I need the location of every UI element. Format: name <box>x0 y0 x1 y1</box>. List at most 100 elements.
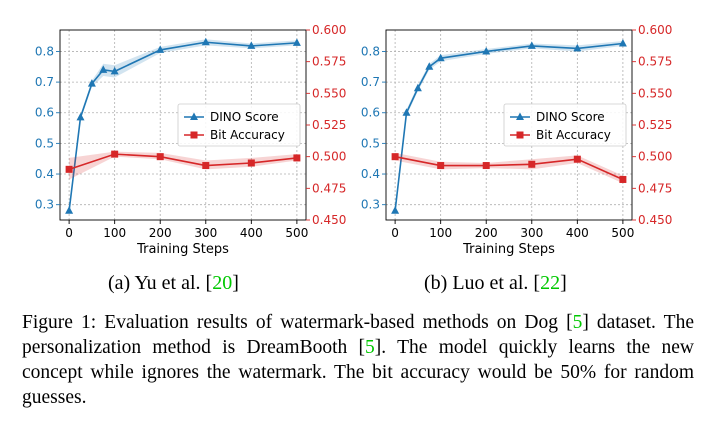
y-right-tick-label: 0.475 <box>638 181 672 195</box>
bit-accuracy-point <box>156 153 164 161</box>
dino-score-point <box>413 83 422 92</box>
x-tick-label: 400 <box>240 226 263 240</box>
bit-accuracy-band <box>69 151 297 180</box>
dino-score-point <box>436 53 445 62</box>
bit-accuracy-point <box>528 160 536 168</box>
bit-accuracy-point <box>202 162 210 170</box>
caption-text-1: Figure 1: Evaluation results of watermar… <box>22 312 567 333</box>
y-left-tick-label: 0.5 <box>35 136 54 150</box>
y-right-tick-label: 0.500 <box>638 150 672 164</box>
x-tick-label: 0 <box>391 226 399 240</box>
bit-accuracy-point <box>111 150 119 158</box>
y-left-tick-label: 0.4 <box>35 167 54 181</box>
legend-bit-accuracy-marker <box>516 131 524 139</box>
x-axis-label: Training Steps <box>136 242 229 257</box>
x-tick-label: 100 <box>429 226 452 240</box>
dino-score-point <box>201 37 210 46</box>
y-left-tick-label: 0.6 <box>35 106 54 120</box>
x-tick-label: 100 <box>103 226 126 240</box>
x-tick-label: 200 <box>149 226 172 240</box>
subcaption-b-close: ] <box>560 272 567 294</box>
y-right-tick-label: 0.475 <box>312 181 346 195</box>
dino-score-point <box>482 46 491 55</box>
legend-dino-score-label: DINO Score <box>536 110 605 124</box>
dino-score-point <box>76 112 85 121</box>
dino-score-point <box>402 108 411 116</box>
legend-box <box>177 103 301 147</box>
dino-score-point <box>99 65 108 73</box>
x-tick-label: 200 <box>475 226 498 240</box>
bit-accuracy-point <box>247 159 255 167</box>
y-right-tick-label: 0.525 <box>638 118 672 132</box>
y-right-tick-label: 0.575 <box>638 55 672 69</box>
bit-accuracy-point <box>65 165 73 173</box>
subcaption-a-ref[interactable]: 20 <box>212 272 233 294</box>
dino-score-point <box>87 79 96 87</box>
y-right-tick-label: 0.525 <box>312 118 346 132</box>
x-tick-label: 400 <box>566 226 589 240</box>
bit-accuracy-line <box>68 153 297 171</box>
dino-score-point <box>573 43 582 52</box>
dino-score-point <box>425 62 434 70</box>
caption-ref-1[interactable]: 5 <box>572 312 583 333</box>
subcaption-a: (a) Yu et al. [20] <box>108 272 239 295</box>
x-tick-label: 500 <box>611 226 634 240</box>
y-right-tick-label: 0.600 <box>638 23 672 37</box>
dino-score-point <box>391 206 400 214</box>
x-tick-label: 300 <box>194 226 217 240</box>
subcaption-b: (b) Luo et al. [22] <box>424 272 567 295</box>
caption-ref-2[interactable]: 5 <box>365 337 375 358</box>
subcaption-b-ref[interactable]: 22 <box>540 272 561 294</box>
dino-score-point <box>110 66 119 75</box>
y-left-tick-label: 0.3 <box>35 198 54 212</box>
dino-score-point <box>65 206 74 214</box>
y-right-tick-label: 0.450 <box>638 213 672 227</box>
y-left-tick-label: 0.7 <box>361 75 380 89</box>
x-tick-label: 500 <box>285 226 308 240</box>
subcaption-a-text: (a) Yu et al. [ <box>108 272 213 294</box>
y-left-tick-label: 0.7 <box>35 75 54 89</box>
dino-score-point <box>247 41 256 49</box>
x-axis-label: Training Steps <box>462 242 555 257</box>
legend-bit-accuracy-label: Bit Accuracy <box>536 128 611 142</box>
dino-score-point <box>618 38 627 47</box>
bit-accuracy-line <box>394 155 624 181</box>
chart-panel-a: 0 100 200 300 400 500 Training Steps 0.3 0.4 0.5 0… <box>35 23 346 257</box>
y-right-tick-label: 0.600 <box>312 23 346 37</box>
dino-score-point <box>156 45 165 53</box>
y-right-tick-label: 0.550 <box>638 86 672 100</box>
bit-accuracy-point <box>619 175 627 183</box>
y-left-tick-label: 0.3 <box>361 198 380 212</box>
bit-accuracy-point <box>573 155 581 163</box>
caption-text-2: [ <box>566 312 573 333</box>
dino-score-point <box>527 41 536 49</box>
subcaption-a-close: ] <box>232 272 239 294</box>
dino-score-point <box>292 38 301 46</box>
y-left-tick-label: 0.8 <box>35 44 54 58</box>
legend-dino-score-marker <box>516 112 524 120</box>
bit-accuracy-band <box>395 152 623 184</box>
y-right-tick-label: 0.575 <box>312 55 346 69</box>
y-left-tick-label: 0.4 <box>361 167 380 181</box>
caption-text-3: ] dataset. The personalization method is… <box>22 312 694 358</box>
y-left-tick-label: 0.8 <box>361 44 380 58</box>
bit-accuracy-point <box>293 154 301 162</box>
caption-text-4: ]. The model quickly learns the new conc… <box>22 337 694 408</box>
bit-accuracy-point <box>437 162 445 170</box>
bit-accuracy-point <box>391 153 399 161</box>
legend-bit-accuracy-label: Bit Accuracy <box>210 128 285 142</box>
bit-accuracy-point <box>482 162 490 170</box>
x-tick-label: 0 <box>65 226 73 240</box>
y-right-tick-label: 0.550 <box>312 86 346 100</box>
x-tick-label: 300 <box>520 226 543 240</box>
y-left-tick-label: 0.5 <box>361 136 380 150</box>
y-right-tick-label: 0.450 <box>312 213 346 227</box>
legend-dino-score-marker <box>190 112 198 120</box>
legend-box <box>503 103 627 147</box>
subcaption-b-text: (b) Luo et al. [ <box>424 272 541 294</box>
y-left-tick-label: 0.6 <box>361 106 380 120</box>
legend-dino-score-label: DINO Score <box>210 110 279 124</box>
legend-bit-accuracy-marker <box>190 131 198 139</box>
